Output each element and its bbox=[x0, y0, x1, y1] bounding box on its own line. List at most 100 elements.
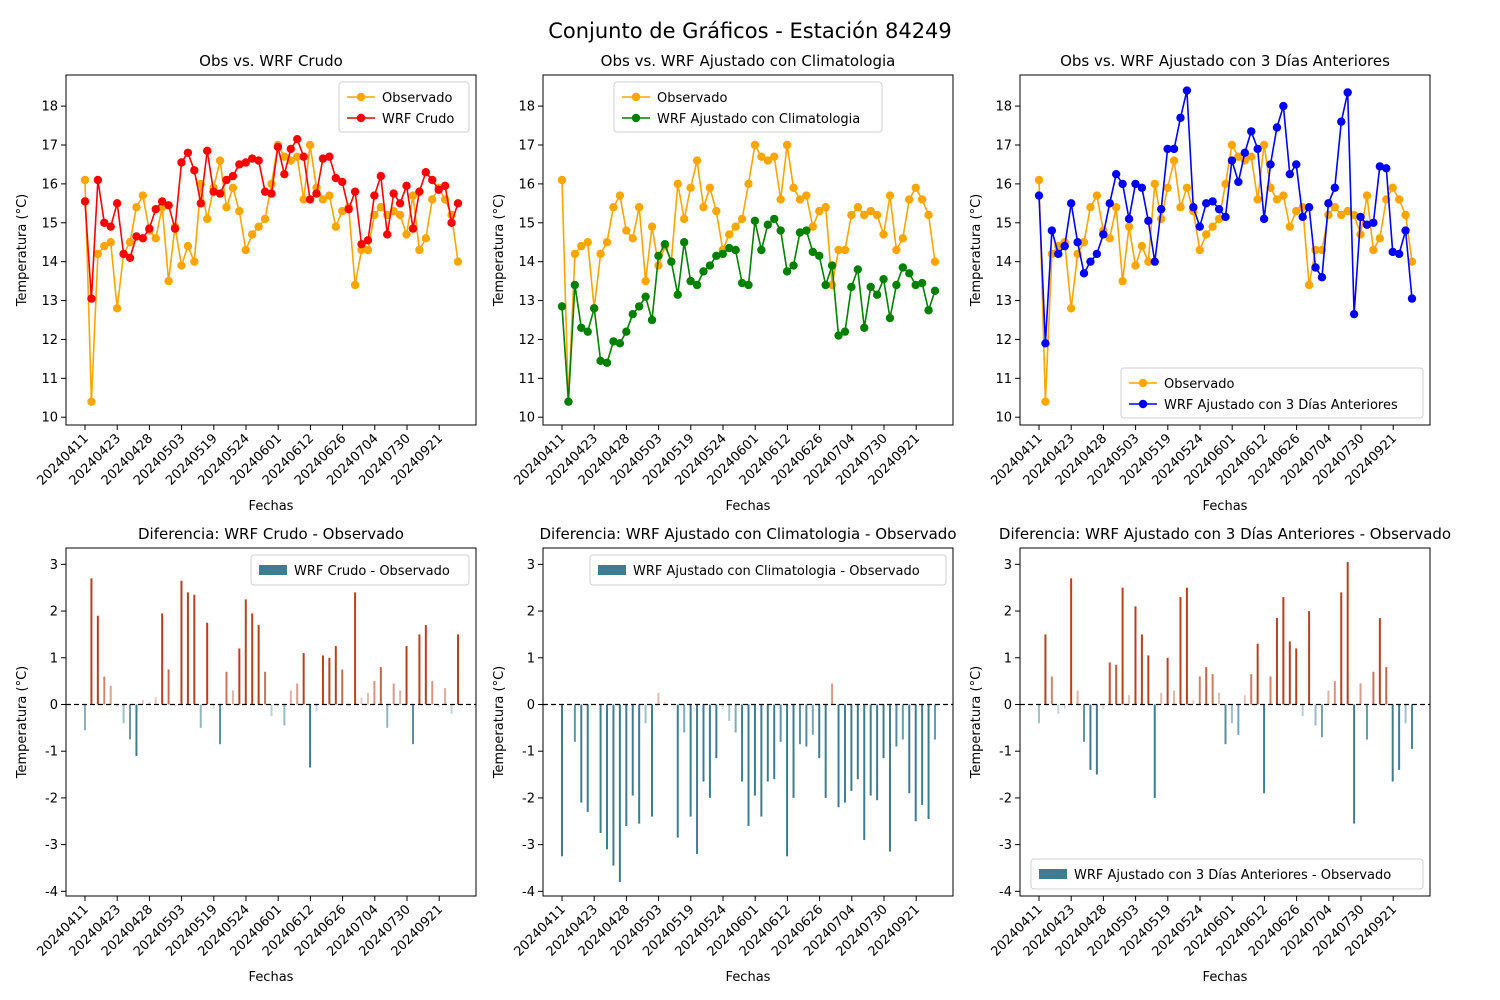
data-point bbox=[1118, 179, 1127, 189]
bar bbox=[373, 681, 376, 705]
bar bbox=[850, 704, 853, 791]
data-point bbox=[815, 251, 824, 261]
legend-swatch-marker bbox=[1138, 378, 1148, 388]
data-point bbox=[1234, 177, 1243, 187]
y-axis-label: Temperatura (°C) bbox=[969, 666, 984, 779]
data-point bbox=[228, 171, 238, 181]
legend-box bbox=[613, 81, 883, 133]
data-point bbox=[776, 226, 785, 235]
bar bbox=[1308, 611, 1311, 705]
data-point bbox=[1356, 230, 1365, 239]
data-point bbox=[615, 191, 625, 200]
data-point bbox=[241, 245, 250, 255]
data-point bbox=[692, 156, 702, 165]
axes-frame bbox=[65, 74, 477, 426]
bar bbox=[1391, 704, 1394, 782]
data-point bbox=[744, 280, 753, 290]
data-point bbox=[325, 191, 334, 200]
data-point bbox=[757, 152, 766, 161]
bar bbox=[1340, 592, 1343, 705]
bar bbox=[1365, 704, 1368, 740]
data-point bbox=[248, 154, 257, 163]
data-point bbox=[357, 239, 366, 249]
data-point bbox=[853, 265, 863, 274]
bar bbox=[321, 655, 324, 705]
bar bbox=[206, 622, 209, 705]
bar bbox=[167, 669, 170, 705]
chart-title: Diferencia: WRF Ajustado con Climatologi… bbox=[539, 525, 956, 543]
data-point bbox=[673, 290, 682, 299]
bar bbox=[715, 704, 718, 759]
data-point bbox=[1227, 140, 1237, 150]
y-tick-label: 1 bbox=[50, 651, 58, 666]
bar bbox=[1063, 704, 1066, 710]
data-point bbox=[145, 224, 154, 233]
data-point bbox=[802, 191, 811, 200]
bar bbox=[1134, 606, 1137, 705]
data-point bbox=[280, 152, 289, 161]
bar bbox=[741, 704, 744, 782]
data-point bbox=[235, 206, 244, 216]
legend: Observado WRF Ajustado con Climatologia bbox=[613, 81, 883, 133]
data-point bbox=[318, 154, 328, 163]
legend-swatch-bar bbox=[1039, 869, 1067, 879]
bar bbox=[1205, 667, 1208, 705]
legend-swatch-marker bbox=[631, 92, 641, 102]
bar bbox=[264, 671, 267, 705]
bar bbox=[244, 599, 247, 705]
bar bbox=[289, 690, 292, 705]
data-point bbox=[654, 251, 663, 261]
data-point bbox=[911, 183, 920, 192]
y-axis-label: Temperatura (°C) bbox=[492, 194, 507, 307]
data-point bbox=[1382, 164, 1391, 173]
data-point bbox=[164, 276, 173, 286]
data-point bbox=[87, 294, 96, 303]
bar bbox=[392, 683, 395, 705]
bar bbox=[876, 704, 879, 801]
bar bbox=[257, 625, 260, 705]
data-point bbox=[183, 148, 193, 157]
data-point bbox=[622, 226, 631, 235]
bar bbox=[1243, 695, 1246, 705]
y-tick-label: 11 bbox=[41, 372, 58, 387]
bar bbox=[186, 592, 189, 705]
data-point bbox=[1330, 203, 1340, 212]
data-point bbox=[821, 203, 830, 212]
y-tick-label: -1 bbox=[999, 745, 1012, 760]
data-point bbox=[911, 280, 920, 290]
bar bbox=[399, 690, 402, 705]
data-point bbox=[1388, 183, 1397, 192]
data-point bbox=[892, 245, 901, 255]
axes-frame bbox=[65, 547, 477, 897]
legend: WRF Ajustado con 3 Días Anteriores - Obs… bbox=[1030, 858, 1424, 890]
y-tick-label: 17 bbox=[995, 139, 1012, 154]
data-point bbox=[1253, 195, 1262, 204]
data-point bbox=[860, 210, 869, 220]
data-point bbox=[1041, 397, 1050, 406]
y-tick-label: -4 bbox=[522, 885, 535, 900]
bar bbox=[1404, 704, 1407, 724]
y-tick-label: 2 bbox=[50, 605, 58, 620]
data-point bbox=[712, 251, 721, 261]
bar bbox=[1372, 671, 1375, 705]
data-point bbox=[770, 214, 779, 224]
data-point bbox=[1317, 273, 1327, 282]
data-point bbox=[421, 168, 431, 177]
data-point bbox=[1092, 249, 1102, 259]
bar bbox=[927, 704, 930, 819]
data-point bbox=[725, 230, 734, 239]
data-point bbox=[1124, 222, 1134, 231]
data-point bbox=[782, 140, 792, 150]
data-point bbox=[1292, 206, 1301, 216]
data-point bbox=[132, 203, 141, 212]
y-tick-label: 2 bbox=[1004, 605, 1012, 620]
data-point bbox=[1156, 204, 1166, 214]
data-point bbox=[125, 253, 135, 262]
data-point bbox=[1086, 257, 1095, 266]
bar bbox=[1385, 667, 1388, 705]
data-point bbox=[395, 210, 405, 220]
bar bbox=[831, 683, 834, 705]
data-point bbox=[1221, 179, 1230, 189]
data-point bbox=[847, 282, 856, 292]
data-point bbox=[641, 276, 650, 286]
